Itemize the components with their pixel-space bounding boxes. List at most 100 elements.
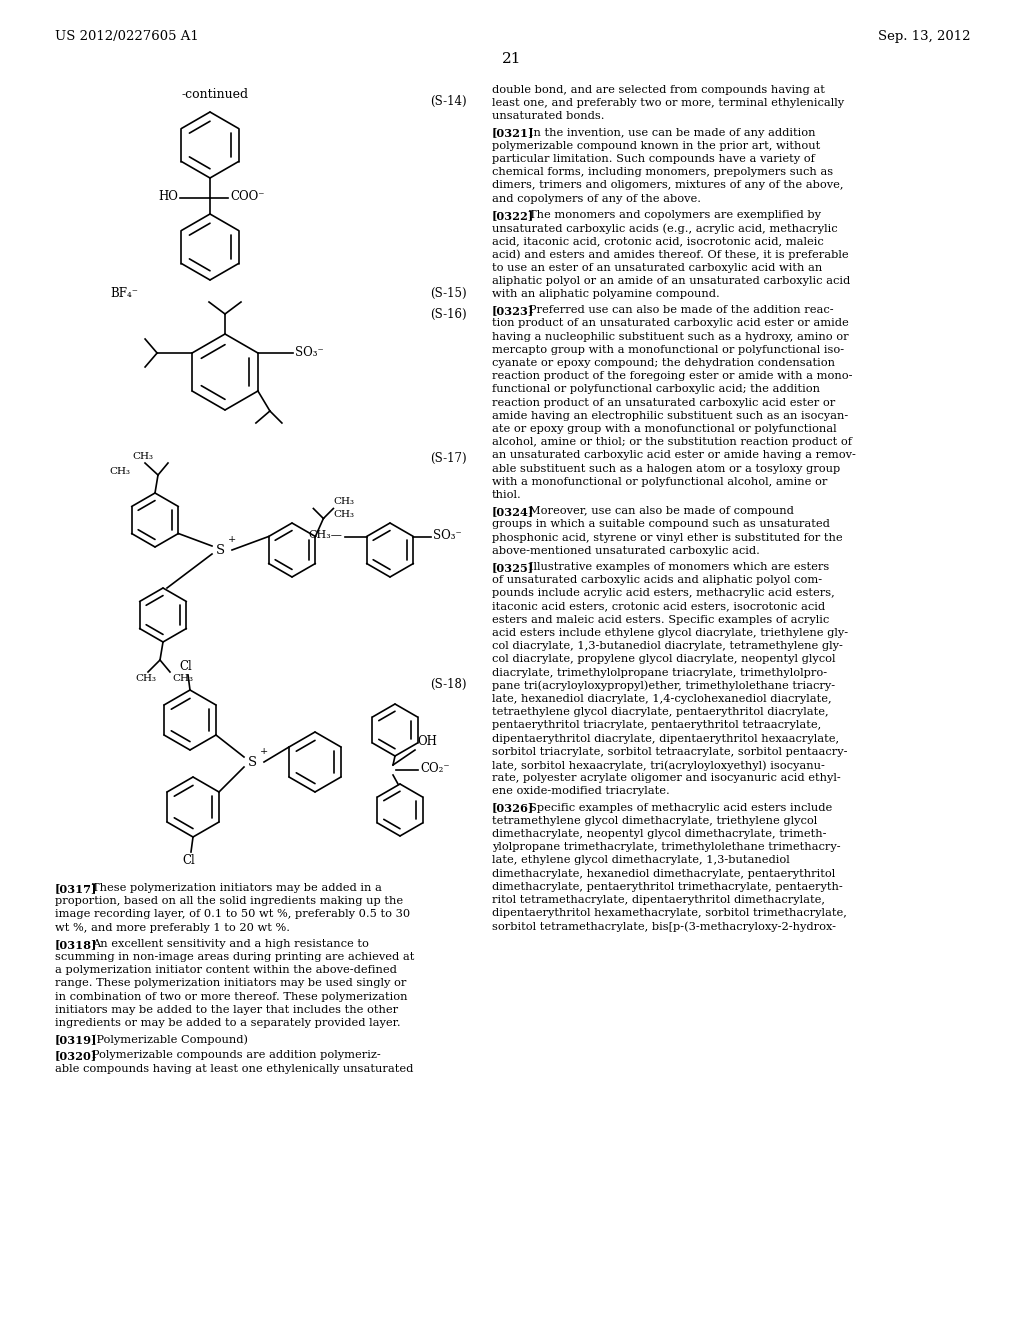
Text: unsaturated carboxylic acids (e.g., acrylic acid, methacrylic: unsaturated carboxylic acids (e.g., acry… bbox=[492, 223, 838, 234]
Text: The monomers and copolymers are exemplified by: The monomers and copolymers are exemplif… bbox=[529, 210, 821, 220]
Text: pounds include acrylic acid esters, methacrylic acid esters,: pounds include acrylic acid esters, meth… bbox=[492, 589, 835, 598]
Text: phosphonic acid, styrene or vinyl ether is substituted for the: phosphonic acid, styrene or vinyl ether … bbox=[492, 532, 843, 543]
Text: above-mentioned unsaturated carboxylic acid.: above-mentioned unsaturated carboxylic a… bbox=[492, 545, 760, 556]
Text: ingredients or may be added to a separately provided layer.: ingredients or may be added to a separat… bbox=[55, 1018, 400, 1028]
Text: ritol tetramethacrylate, dipentaerythritol dimethacrylate,: ritol tetramethacrylate, dipentaerythrit… bbox=[492, 895, 825, 906]
Text: reaction product of the foregoing ester or amide with a mono-: reaction product of the foregoing ester … bbox=[492, 371, 853, 381]
Text: [0321]: [0321] bbox=[492, 128, 535, 139]
Text: least one, and preferably two or more, terminal ethylenically: least one, and preferably two or more, t… bbox=[492, 98, 844, 108]
Text: CH₃: CH₃ bbox=[334, 498, 354, 507]
Text: cyanate or epoxy compound; the dehydration condensation: cyanate or epoxy compound; the dehydrati… bbox=[492, 358, 835, 368]
Text: alcohol, amine or thiol; or the substitution reaction product of: alcohol, amine or thiol; or the substitu… bbox=[492, 437, 852, 447]
Text: [0325]: [0325] bbox=[492, 562, 535, 573]
Text: in combination of two or more thereof. These polymerization: in combination of two or more thereof. T… bbox=[55, 991, 408, 1002]
Text: proportion, based on all the solid ingredients making up the: proportion, based on all the solid ingre… bbox=[55, 896, 403, 907]
Text: double bond, and are selected from compounds having at: double bond, and are selected from compo… bbox=[492, 84, 825, 95]
Text: [0324]: [0324] bbox=[492, 506, 535, 517]
Text: esters and maleic acid esters. Specific examples of acrylic: esters and maleic acid esters. Specific … bbox=[492, 615, 829, 624]
Text: tetraethylene glycol diacrylate, pentaerythritol diacrylate,: tetraethylene glycol diacrylate, pentaer… bbox=[492, 708, 828, 717]
Text: +: + bbox=[260, 747, 268, 756]
Text: col diacrylate, 1,3-butanediol diacrylate, tetramethylene gly-: col diacrylate, 1,3-butanediol diacrylat… bbox=[492, 642, 843, 651]
Text: dimethacrylate, hexanediol dimethacrylate, pentaerythritol: dimethacrylate, hexanediol dimethacrylat… bbox=[492, 869, 836, 879]
Text: image recording layer, of 0.1 to 50 wt %, preferably 0.5 to 30: image recording layer, of 0.1 to 50 wt %… bbox=[55, 909, 411, 920]
Text: particular limitation. Such compounds have a variety of: particular limitation. Such compounds ha… bbox=[492, 154, 815, 164]
Text: mercapto group with a monofunctional or polyfunctional iso-: mercapto group with a monofunctional or … bbox=[492, 345, 844, 355]
Text: Cl: Cl bbox=[179, 660, 193, 673]
Text: Polymerizable compounds are addition polymeriz-: Polymerizable compounds are addition pol… bbox=[92, 1051, 381, 1060]
Text: and copolymers of any of the above.: and copolymers of any of the above. bbox=[492, 194, 701, 203]
Text: late, hexanediol diacrylate, 1,4-cyclohexanediol diacrylate,: late, hexanediol diacrylate, 1,4-cyclohe… bbox=[492, 694, 831, 704]
Text: Illustrative examples of monomers which are esters: Illustrative examples of monomers which … bbox=[529, 562, 829, 572]
Text: COO⁻: COO⁻ bbox=[230, 190, 264, 203]
Text: chemical forms, including monomers, prepolymers such as: chemical forms, including monomers, prep… bbox=[492, 168, 834, 177]
Text: (S-16): (S-16) bbox=[430, 308, 467, 321]
Text: late, sorbitol hexaacrylate, tri(acryloylоxyethyl) isocyanu-: late, sorbitol hexaacrylate, tri(acryloy… bbox=[492, 760, 825, 771]
Text: reaction product of an unsaturated carboxylic acid ester or: reaction product of an unsaturated carbo… bbox=[492, 397, 836, 408]
Text: a polymerization initiator content within the above-defined: a polymerization initiator content withi… bbox=[55, 965, 397, 975]
Text: dimethacrylate, pentaerythritol trimethacrylate, pentaeryth-: dimethacrylate, pentaerythritol trimetha… bbox=[492, 882, 843, 892]
Text: [0322]: [0322] bbox=[492, 210, 535, 220]
Text: acid) and esters and amides thereof. Of these, it is preferable: acid) and esters and amides thereof. Of … bbox=[492, 249, 849, 260]
Text: itaconic acid esters, crotonic acid esters, isocrotonic acid: itaconic acid esters, crotonic acid este… bbox=[492, 602, 825, 611]
Text: ylolpropane trimethacrylate, trimethylolethane trimethacry-: ylolpropane trimethacrylate, trimethylol… bbox=[492, 842, 841, 853]
Text: Moreover, use can also be made of compound: Moreover, use can also be made of compou… bbox=[529, 506, 794, 516]
Text: unsaturated bonds.: unsaturated bonds. bbox=[492, 111, 604, 121]
Text: Preferred use can also be made of the addition reac-: Preferred use can also be made of the ad… bbox=[529, 305, 834, 315]
Text: In the invention, use can be made of any addition: In the invention, use can be made of any… bbox=[529, 128, 815, 137]
Text: +: + bbox=[228, 535, 237, 544]
Text: acid, itaconic acid, crotonic acid, isocrotonic acid, maleic: acid, itaconic acid, crotonic acid, isoc… bbox=[492, 236, 823, 247]
Text: pane tri(acryloyloxypropyl)ether, trimethylolethane triacry-: pane tri(acryloyloxypropyl)ether, trimet… bbox=[492, 681, 836, 692]
Text: with a monofunctional or polyfunctional alcohol, amine or: with a monofunctional or polyfunctional … bbox=[492, 477, 827, 487]
Text: (S-18): (S-18) bbox=[430, 678, 467, 690]
Text: tion product of an unsaturated carboxylic acid ester or amide: tion product of an unsaturated carboxyli… bbox=[492, 318, 849, 329]
Text: col diacrylate, propylene glycol diacrylate, neopentyl glycol: col diacrylate, propylene glycol diacryl… bbox=[492, 655, 836, 664]
Text: Cl: Cl bbox=[182, 854, 196, 867]
Text: [0326]: [0326] bbox=[492, 803, 535, 813]
Text: An excellent sensitivity and a high resistance to: An excellent sensitivity and a high resi… bbox=[92, 939, 369, 949]
Text: aliphatic polyol or an amide of an unsaturated carboxylic acid: aliphatic polyol or an amide of an unsat… bbox=[492, 276, 850, 286]
Text: sorbitol triacrylate, sorbitol tetraacrylate, sorbitol pentaacry-: sorbitol triacrylate, sorbitol tetraacry… bbox=[492, 747, 848, 756]
Text: range. These polymerization initiators may be used singly or: range. These polymerization initiators m… bbox=[55, 978, 407, 989]
Text: CH₃—: CH₃— bbox=[309, 531, 343, 540]
Text: polymerizable compound known in the prior art, without: polymerizable compound known in the prio… bbox=[492, 141, 820, 150]
Text: amide having an electrophilic substituent such as an isocyan-: amide having an electrophilic substituen… bbox=[492, 411, 848, 421]
Text: [0323]: [0323] bbox=[492, 305, 535, 317]
Text: rate, polyester acrylate oligomer and isocyanuric acid ethyl-: rate, polyester acrylate oligomer and is… bbox=[492, 774, 841, 783]
Text: OH: OH bbox=[417, 735, 437, 748]
Text: scumming in non-image areas during printing are achieved at: scumming in non-image areas during print… bbox=[55, 952, 415, 962]
Text: Specific examples of methacrylic acid esters include: Specific examples of methacrylic acid es… bbox=[529, 803, 833, 813]
Text: S: S bbox=[248, 755, 257, 768]
Text: (S-15): (S-15) bbox=[430, 286, 467, 300]
Text: dimethacrylate, neopentyl glycol dimethacrylate, trimeth-: dimethacrylate, neopentyl glycol dimetha… bbox=[492, 829, 826, 840]
Text: pentaerythritol triacrylate, pentaerythritol tetraacrylate,: pentaerythritol triacrylate, pentaerythr… bbox=[492, 721, 821, 730]
Text: [0320]: [0320] bbox=[55, 1051, 97, 1061]
Text: an unsaturated carboxylic acid ester or amide having a remov-: an unsaturated carboxylic acid ester or … bbox=[492, 450, 856, 461]
Text: HO: HO bbox=[158, 190, 178, 203]
Text: [0318]: [0318] bbox=[55, 939, 97, 950]
Text: dipentaerythritol diacrylate, dipentaerythritol hexaacrylate,: dipentaerythritol diacrylate, dipentaery… bbox=[492, 734, 839, 743]
Text: late, ethylene glycol dimethacrylate, 1,3-butanediol: late, ethylene glycol dimethacrylate, 1,… bbox=[492, 855, 790, 866]
Text: diacrylate, trimethylolpropane triacrylate, trimethylolpro-: diacrylate, trimethylolpropane triacryla… bbox=[492, 668, 827, 677]
Text: to use an ester of an unsaturated carboxylic acid with an: to use an ester of an unsaturated carbox… bbox=[492, 263, 822, 273]
Text: (S-17): (S-17) bbox=[430, 451, 467, 465]
Text: ene oxide-modified triacrylate.: ene oxide-modified triacrylate. bbox=[492, 787, 670, 796]
Text: (S-14): (S-14) bbox=[430, 95, 467, 108]
Text: CH₃: CH₃ bbox=[172, 675, 193, 682]
Text: dimers, trimers and oligomers, mixtures of any of the above,: dimers, trimers and oligomers, mixtures … bbox=[492, 181, 844, 190]
Text: with an aliphatic polyamine compound.: with an aliphatic polyamine compound. bbox=[492, 289, 720, 300]
Text: Sep. 13, 2012: Sep. 13, 2012 bbox=[878, 30, 970, 44]
Text: CH₃: CH₃ bbox=[132, 451, 154, 461]
Text: SO₃⁻: SO₃⁻ bbox=[295, 346, 324, 359]
Text: functional or polyfunctional carboxylic acid; the addition: functional or polyfunctional carboxylic … bbox=[492, 384, 820, 395]
Text: -continued: -continued bbox=[181, 88, 249, 102]
Text: CH₃: CH₃ bbox=[135, 675, 157, 682]
Text: groups in which a suitable compound such as unsaturated: groups in which a suitable compound such… bbox=[492, 519, 829, 529]
Text: S: S bbox=[215, 544, 224, 557]
Text: (Polymerizable Compound): (Polymerizable Compound) bbox=[92, 1034, 248, 1044]
Text: US 2012/0227605 A1: US 2012/0227605 A1 bbox=[55, 30, 199, 44]
Text: of unsaturated carboxylic acids and aliphatic polyol com-: of unsaturated carboxylic acids and alip… bbox=[492, 576, 822, 585]
Text: 21: 21 bbox=[502, 51, 522, 66]
Text: initiators may be added to the layer that includes the other: initiators may be added to the layer tha… bbox=[55, 1005, 398, 1015]
Text: ate or epoxy group with a monofunctional or polyfunctional: ate or epoxy group with a monofunctional… bbox=[492, 424, 837, 434]
Text: CO₂⁻: CO₂⁻ bbox=[420, 763, 450, 776]
